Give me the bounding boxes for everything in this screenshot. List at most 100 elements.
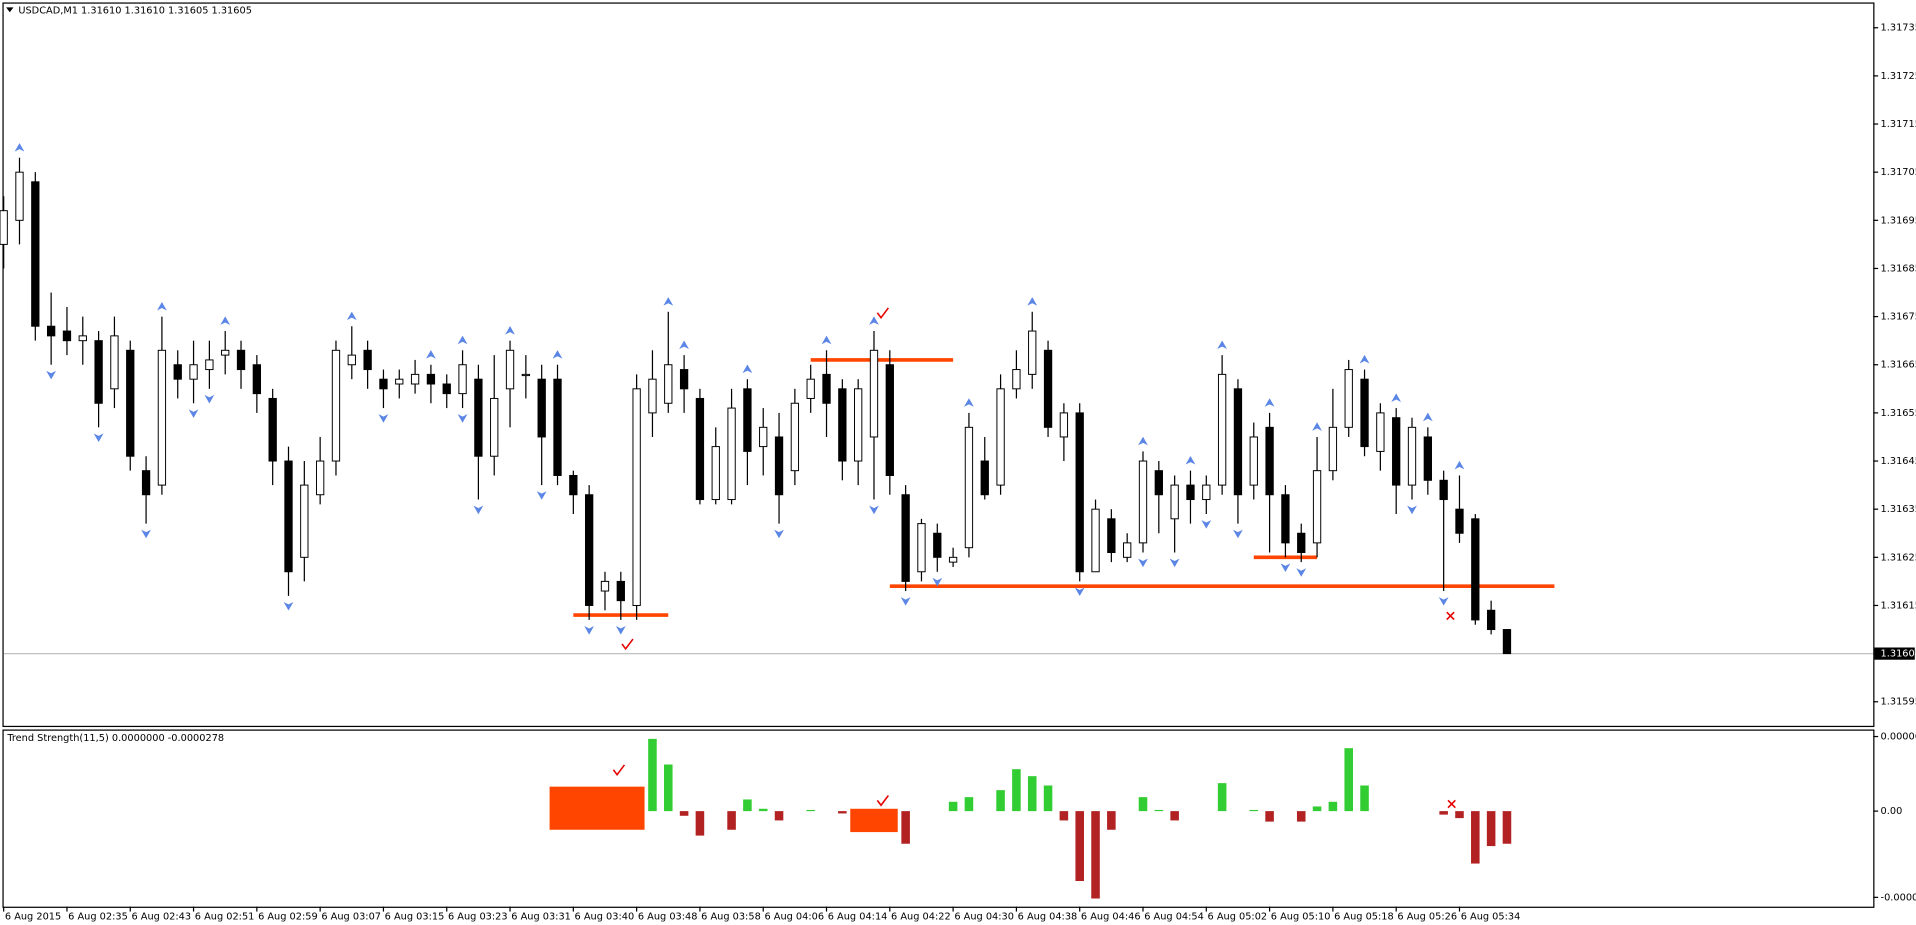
candle-body: [315, 460, 325, 496]
candle-body: [1297, 532, 1306, 553]
x-tick-label: 6 Aug 02:43: [131, 911, 191, 922]
fractal-down: [900, 597, 911, 606]
fractal-up: [1027, 297, 1038, 306]
check-mark: [876, 794, 889, 807]
candle-body: [126, 349, 135, 457]
fractal-up: [1391, 393, 1402, 402]
candle-body: [1028, 330, 1037, 375]
cross-mark: [1446, 611, 1455, 621]
indicator-panel: [2, 729, 1875, 908]
fractal-up: [1264, 398, 1275, 407]
fractal-down: [1169, 558, 1180, 568]
signal-marks: [612, 307, 1456, 809]
fractal-down: [46, 370, 57, 380]
candle-body: [505, 349, 515, 390]
y-tick-label: 1.31705: [1881, 167, 1916, 178]
candle-body: [838, 388, 847, 462]
candle-body: [1249, 436, 1258, 486]
candle-body: [189, 364, 198, 380]
fractal-down: [283, 601, 294, 611]
candle-body: [173, 364, 182, 380]
fractal-down: [188, 409, 199, 418]
candle-body: [1012, 369, 1021, 390]
y-tick-label: 1.31685: [1881, 263, 1916, 274]
candle-body: [1265, 426, 1274, 496]
candle-body: [1328, 426, 1338, 472]
candle-body: [869, 349, 879, 438]
candle-body: [331, 349, 341, 462]
candle-body: [410, 373, 420, 385]
x-tick-label: 6 Aug 04:06: [764, 911, 824, 922]
x-tick-label: 6 Aug 02:51: [195, 911, 255, 922]
fractal-up: [1454, 460, 1465, 470]
histogram-bar: [1107, 811, 1116, 830]
fractal-up: [964, 398, 974, 407]
x-tick-label: 6 Aug 03:48: [638, 911, 698, 922]
candle-body: [110, 335, 119, 390]
y-tick-label: 1.31675: [1881, 312, 1916, 323]
candle-body: [1123, 542, 1132, 558]
histogram-bar: [996, 790, 1005, 812]
fractal-down: [1280, 563, 1291, 572]
histogram-bar: [774, 811, 784, 821]
candle-body: [157, 349, 167, 486]
candle-body: [1202, 484, 1211, 501]
menu-triangle[interactable]: [6, 7, 14, 13]
histogram-bar: [948, 801, 958, 812]
fractal-down: [1074, 587, 1085, 597]
fractal-down: [774, 529, 784, 539]
y-tick-label: 1.31635: [1881, 504, 1916, 515]
fractal-up: [663, 297, 674, 306]
candle-body: [1407, 426, 1417, 486]
candle-body: [62, 330, 72, 342]
fractal-down: [204, 394, 215, 404]
candle-body: [1360, 378, 1369, 448]
candle-body: [1471, 518, 1480, 621]
fractal-up: [220, 316, 231, 325]
fractal-up: [1138, 436, 1148, 446]
candle-body: [790, 402, 800, 472]
candle-body: [0, 210, 8, 245]
y-tick-label: 1.31695: [1881, 215, 1916, 226]
x-tick-label: 6 Aug 05:18: [1334, 911, 1394, 922]
histogram-bar: [727, 811, 736, 830]
fractal-down: [932, 577, 943, 587]
candle-body: [236, 349, 246, 371]
y-tick-label: -0.000074: [1881, 892, 1916, 903]
histogram-bar: [1091, 811, 1100, 899]
candle-body: [395, 378, 404, 385]
histogram-bar: [1249, 809, 1259, 812]
chart-title: USDCAD,M1 1.31610 1.31610 1.31605 1.3160…: [18, 5, 252, 16]
fractal-down: [1138, 558, 1148, 568]
candle-body: [268, 397, 277, 462]
fractal-down: [93, 433, 104, 442]
histogram-bar: [1296, 811, 1306, 822]
fractal-up: [742, 364, 753, 374]
cross-mark: [1447, 799, 1456, 809]
candle-body: [553, 378, 562, 476]
candle-body: [1170, 484, 1179, 520]
fractal-up: [552, 350, 563, 359]
x-tick-label: 6 Aug 04:30: [954, 911, 1014, 922]
candle-body: [885, 364, 894, 476]
candle-body: [933, 532, 942, 558]
histogram-bar: [1344, 748, 1353, 812]
y-tick-label: 1.31725: [1881, 71, 1916, 82]
candle-body: [252, 364, 262, 395]
histogram-bar: [838, 811, 847, 814]
candle-body: [1075, 412, 1084, 573]
candle-body: [442, 383, 451, 395]
x-tick-label: 6 Aug 02:59: [258, 911, 318, 922]
candle-body: [458, 364, 467, 395]
candle-body: [537, 378, 546, 438]
fractal-up: [505, 326, 515, 335]
candle-body: [1423, 436, 1432, 481]
x-tick-label: 6 Aug 03:58: [701, 911, 761, 922]
y-tick-label: 1.31735: [1881, 23, 1916, 34]
candle-body: [521, 373, 531, 377]
x-tick-label: 6 Aug 04:22: [891, 911, 951, 922]
fractal-up: [157, 301, 167, 311]
histogram-bar: [901, 811, 910, 844]
candle-body: [917, 523, 926, 573]
candle-body: [474, 378, 483, 457]
